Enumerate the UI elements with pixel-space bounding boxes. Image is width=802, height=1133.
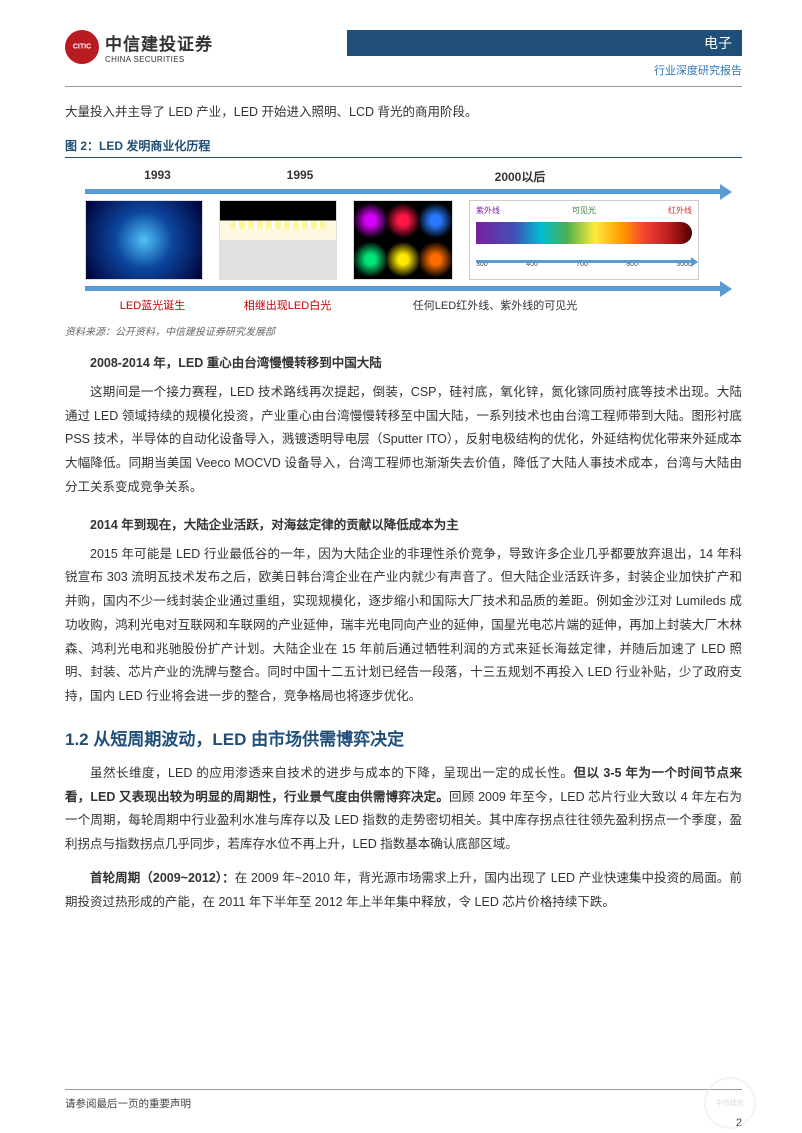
figure-title: 图 2：LED 发明商业化历程 [65, 139, 210, 153]
figure-source: 资料来源：公开资料，中信建投证券研究发展部 [65, 323, 742, 338]
timeline-arrow-top [85, 189, 722, 194]
para-4-bold: 首轮周期（2009~2012）： [90, 871, 235, 885]
intro-paragraph: 大量投入并主导了 LED 产业，LED 开始进入照明、LCD 背光的商用阶段。 [65, 101, 742, 125]
footer-disclaimer: 请参阅最后一页的重要声明 [65, 1089, 742, 1111]
year-2: 1995 [230, 168, 370, 185]
section-1-para: 这期间是一个接力赛程，LED 技术路线再次提起，倒装，CSP，硅衬底，氧化锌，氮… [65, 381, 742, 500]
para-4: 首轮周期（2009~2012）：在 2009 年~2010 年，背光源市场需求上… [65, 867, 742, 915]
year-3: 2000以后 [370, 168, 670, 185]
logo-cn-text: 中信建投证券 [105, 30, 213, 55]
timeline-years: 1993 1995 2000以后 [85, 168, 722, 185]
label-1: LED蓝光诞生 [85, 297, 220, 313]
para-3-prefix: 虽然长维度，LED 的应用渗透来自技术的进步与成本的下降，呈现出一定的成长性。 [90, 766, 573, 780]
category-text: 电子 [704, 33, 732, 53]
header-category-bar: 电子 [347, 30, 742, 56]
label-3: 任何LED红外线、紫外线的可见光 [355, 297, 635, 313]
spectrum-gradient [476, 222, 692, 244]
figure-title-bar: 图 2：LED 发明商业化历程 [65, 137, 742, 158]
image-white-led [219, 200, 337, 280]
figure-body: 1993 1995 2000以后 紫外线 可见光 红外线 300 4 [65, 164, 742, 317]
logo-en-text: CHINA SECURITIES [105, 55, 213, 64]
timeline-labels: LED蓝光诞生 相继出现LED白光 任何LED红外线、紫外线的可见光 [85, 297, 722, 313]
image-multi-led [353, 200, 453, 280]
image-spectrum: 紫外线 可见光 红外线 300 400 700 800 5000 [469, 200, 699, 280]
logo-icon [65, 30, 99, 64]
year-1: 1993 [85, 168, 230, 185]
timeline-images: 紫外线 可见光 红外线 300 400 700 800 5000 [85, 200, 722, 280]
spectrum-axis [476, 260, 692, 263]
image-blue-led [85, 200, 203, 280]
section-2-heading: 2014 年到现在，大陆企业活跃，对海兹定律的贡献以降低成本为主 [65, 514, 742, 533]
spectrum-label-visible: 可见光 [572, 205, 596, 216]
header-divider [65, 86, 742, 87]
header-subtitle: 行业深度研究报告 [347, 62, 742, 78]
company-logo: 中信建投证券 CHINA SECURITIES [65, 30, 213, 64]
section-1-heading: 2008-2014 年，LED 重心由台湾慢慢转移到中国大陆 [65, 352, 742, 371]
para-3: 虽然长维度，LED 的应用渗透来自技术的进步与成本的下降，呈现出一定的成长性。但… [65, 762, 742, 857]
section-2-para: 2015 年可能是 LED 行业最低谷的一年，因为大陆企业的非理性杀价竞争，导致… [65, 543, 742, 709]
spectrum-label-uv: 紫外线 [476, 205, 500, 216]
page-footer: 请参阅最后一页的重要声明 2 [65, 1089, 742, 1111]
watermark-icon: 中信建投 [704, 1077, 756, 1129]
page-header: 中信建投证券 CHINA SECURITIES 电子 行业深度研究报告 [65, 30, 742, 78]
label-2: 相继出现LED白光 [220, 297, 355, 313]
section-1-2-title: 1.2 从短周期波动，LED 由市场供需博弈决定 [65, 725, 742, 750]
spectrum-label-ir: 红外线 [668, 205, 692, 216]
timeline-arrow-bottom [85, 286, 722, 291]
